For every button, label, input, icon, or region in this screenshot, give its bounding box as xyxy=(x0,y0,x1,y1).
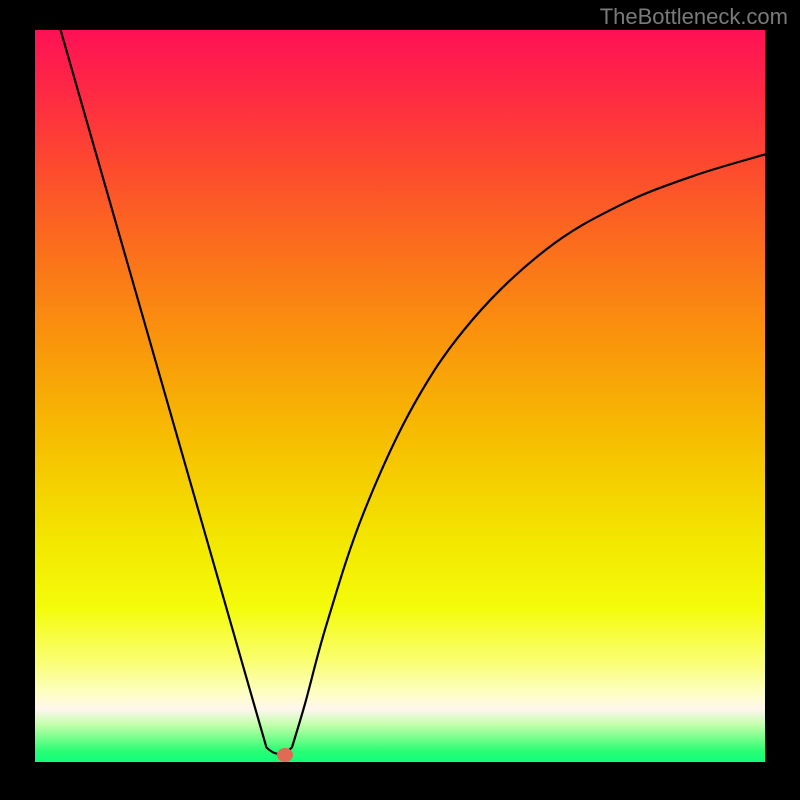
minimum-marker xyxy=(277,748,293,762)
bottleneck-curve xyxy=(35,30,765,762)
curve-path xyxy=(61,30,765,754)
watermark-text: TheBottleneck.com xyxy=(600,4,788,30)
plot-area xyxy=(35,30,765,762)
